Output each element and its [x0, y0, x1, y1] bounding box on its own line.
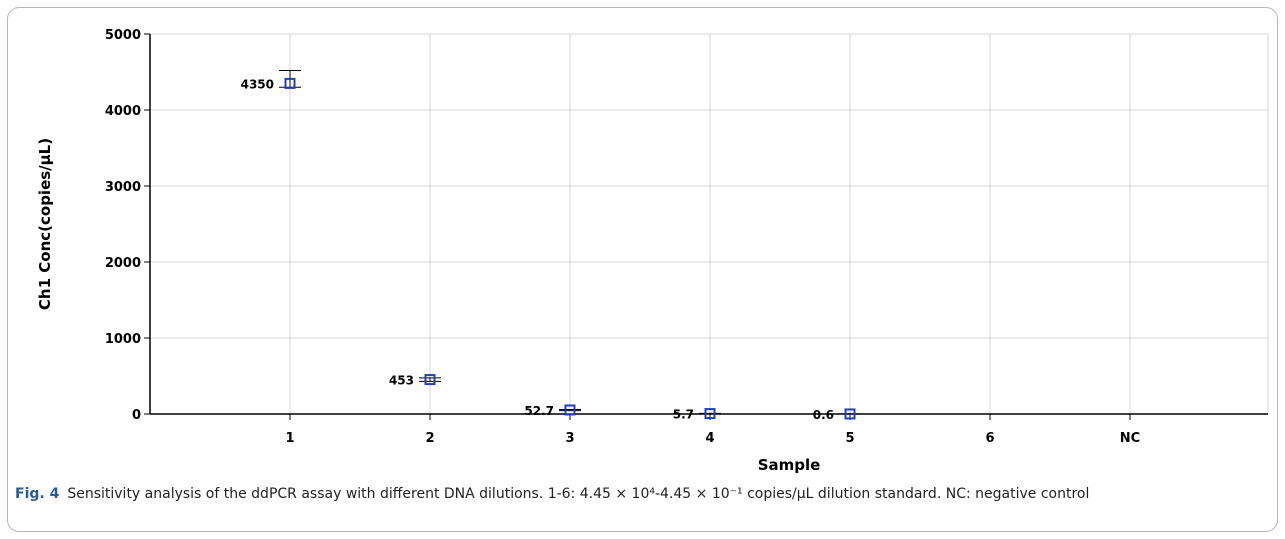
x-tick-labels: 1 2 3 4 5 6 NC — [285, 431, 1140, 446]
y-tick-label: 2000 — [105, 256, 141, 271]
data-marker — [844, 408, 856, 420]
y-tick-label: 0 — [132, 408, 141, 423]
figure-caption: Fig. 4 Sensitivity analysis of the ddPCR … — [15, 484, 1270, 504]
data-points: 4350 453 52.7 5.7 0.6 — [241, 69, 861, 422]
x-tick-label: 2 — [425, 431, 434, 446]
x-tick-label: NC — [1120, 431, 1140, 446]
data-marker — [284, 77, 296, 89]
data-point-group: 0.6 — [813, 408, 861, 422]
data-label: 453 — [389, 374, 414, 388]
x-tick-label: 6 — [985, 431, 994, 446]
x-tick-label: 4 — [705, 431, 714, 446]
x-axis-title: Sample — [758, 456, 821, 474]
scatter-chart: 0 1000 2000 3000 4000 5000 1 2 3 4 5 6 NC 4350 453 52… — [36, 28, 1269, 474]
data-point-group: 4350 — [241, 69, 301, 91]
figure-label: Fig. 4 — [15, 486, 60, 502]
data-marker — [564, 404, 576, 416]
data-label: 5.7 — [673, 408, 694, 422]
x-tick-label: 3 — [565, 431, 574, 446]
x-tick-label: 1 — [285, 431, 294, 446]
y-tick-label: 1000 — [105, 332, 141, 347]
data-marker — [704, 408, 716, 420]
y-tick-label: 3000 — [105, 180, 141, 195]
x-tick-label: 5 — [845, 431, 854, 446]
y-axis-title: Ch1 Conc(copies/µL) — [36, 138, 54, 310]
y-tick-label: 4000 — [105, 104, 141, 119]
axes — [144, 33, 1268, 420]
data-point-group: 52.7 — [524, 404, 581, 418]
caption-text: Sensitivity analysis of the ddPCR assay … — [67, 486, 1090, 502]
data-point-group: 453 — [389, 374, 441, 388]
y-tick-labels: 0 1000 2000 3000 4000 5000 — [105, 28, 141, 423]
data-point-group: 5.7 — [673, 408, 721, 422]
data-label: 4350 — [241, 77, 274, 91]
grid — [150, 33, 1269, 414]
y-tick-label: 5000 — [105, 28, 141, 43]
data-label: 0.6 — [813, 408, 834, 422]
data-marker — [424, 374, 436, 386]
figure-frame — [7, 7, 1278, 532]
data-label: 52.7 — [524, 404, 554, 418]
